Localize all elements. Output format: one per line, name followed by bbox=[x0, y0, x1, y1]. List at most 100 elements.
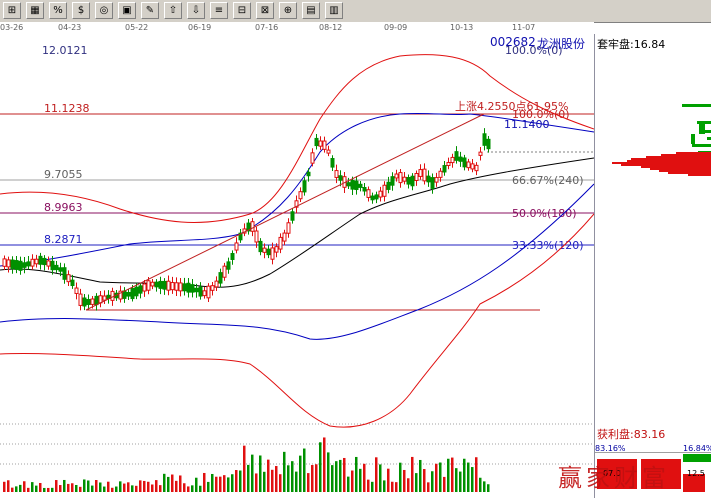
zoom-icon[interactable]: ⊕ bbox=[279, 2, 297, 19]
candle-body bbox=[134, 286, 139, 297]
candle-body bbox=[14, 260, 19, 270]
stock-code: 002682 bbox=[490, 35, 536, 49]
formula-icon[interactable]: ≡ bbox=[210, 2, 228, 19]
trapped-chip-bar bbox=[691, 134, 695, 144]
info-icon[interactable]: ▤ bbox=[302, 2, 320, 19]
date-label: 04-23 bbox=[58, 23, 82, 32]
candle-body bbox=[198, 286, 203, 297]
candle-body bbox=[430, 177, 435, 189]
date-label: 06-19 bbox=[188, 23, 212, 32]
volume-bar bbox=[151, 484, 154, 492]
trapped-chip-bar bbox=[704, 130, 711, 133]
profit-block bbox=[597, 459, 637, 489]
candle-body bbox=[94, 295, 99, 306]
volume-bar bbox=[183, 483, 186, 492]
volume-bar bbox=[47, 487, 50, 492]
candle-body bbox=[82, 297, 87, 307]
candle-body bbox=[178, 282, 183, 292]
volume-bar bbox=[395, 482, 398, 492]
candle-body bbox=[298, 191, 303, 200]
candle-body bbox=[326, 149, 331, 154]
volume-bar bbox=[471, 467, 474, 492]
candle-body bbox=[290, 211, 295, 221]
candle-body bbox=[218, 272, 223, 284]
trapped-chip-bar bbox=[692, 144, 711, 147]
volume-bar bbox=[39, 482, 42, 492]
gold-icon[interactable]: ◎ bbox=[95, 2, 113, 19]
chip-histogram bbox=[595, 104, 711, 492]
volume-bar bbox=[419, 459, 422, 492]
candle-body bbox=[414, 173, 419, 181]
volume-bar bbox=[315, 464, 318, 492]
volume-bar bbox=[167, 476, 170, 492]
dollar-icon[interactable]: $ bbox=[72, 2, 90, 19]
candle-body bbox=[250, 221, 255, 232]
history-icon[interactable]: ⊞ bbox=[3, 2, 21, 19]
volume-bar bbox=[239, 470, 242, 492]
candle-body bbox=[174, 282, 179, 291]
volume-bar bbox=[247, 464, 250, 492]
candle-body bbox=[402, 176, 407, 182]
trapped-chip-bar bbox=[707, 137, 711, 140]
candle-body bbox=[34, 258, 39, 265]
volume-bar bbox=[263, 471, 266, 492]
volume-bar bbox=[219, 476, 222, 492]
chip-distribution-panel[interactable]: 套牢盘:16.84 获利盘:83.16 83.16% 16.84% 07.0 1… bbox=[594, 34, 711, 498]
candle-body bbox=[234, 242, 239, 251]
fib-level-label: 33.33%(120) bbox=[512, 239, 584, 252]
candle-body bbox=[22, 262, 27, 268]
candle-body bbox=[466, 161, 471, 169]
volume-bar bbox=[195, 477, 198, 492]
financial-icon[interactable]: ▣ bbox=[118, 2, 136, 19]
candle-body bbox=[42, 257, 47, 266]
volume-bar bbox=[27, 487, 30, 492]
date-label: 11-07 bbox=[512, 23, 536, 32]
volume-bar bbox=[483, 481, 486, 492]
candle-body bbox=[350, 179, 355, 190]
volume-bar bbox=[231, 474, 234, 492]
down-arrow-icon[interactable]: ⇩ bbox=[187, 2, 205, 19]
volume-bar bbox=[11, 487, 14, 492]
volume-bar bbox=[459, 471, 462, 492]
profit-chip-label: 获利盘:83.16 bbox=[597, 428, 666, 441]
candle-body bbox=[10, 259, 15, 269]
volume-bar bbox=[363, 463, 366, 492]
candle-body bbox=[202, 290, 207, 297]
percent-icon[interactable]: % bbox=[49, 2, 67, 19]
ma-blue-line bbox=[0, 112, 594, 340]
candle-body bbox=[270, 247, 275, 260]
kline-icon[interactable]: ▦ bbox=[26, 2, 44, 19]
alert-icon[interactable]: ▥ bbox=[325, 2, 343, 19]
volume-bar bbox=[431, 471, 434, 492]
watermark-logo: 赢家财富 bbox=[558, 464, 670, 492]
volume-bar bbox=[479, 477, 482, 492]
mid-right-value: 12.5 bbox=[687, 469, 705, 478]
price-level-label: 11.1238 bbox=[44, 102, 90, 115]
volume-bar bbox=[143, 480, 146, 492]
draw-line-icon[interactable]: ✎ bbox=[141, 2, 159, 19]
candle-body bbox=[362, 186, 367, 192]
candle-body bbox=[142, 283, 147, 292]
candle-body bbox=[6, 259, 11, 268]
volume-bar bbox=[15, 486, 18, 492]
candle-body bbox=[338, 175, 343, 181]
candle-body bbox=[454, 151, 459, 161]
up-arrow-icon[interactable]: ⇧ bbox=[164, 2, 182, 19]
profit-chip-bar bbox=[612, 162, 711, 164]
candle-body bbox=[398, 172, 403, 184]
volume-bar bbox=[283, 451, 286, 492]
stock-name: 龙洲股份 bbox=[537, 37, 586, 51]
chart-type-icon[interactable]: ⊠ bbox=[256, 2, 274, 19]
volume-bar bbox=[131, 485, 134, 492]
candle-body bbox=[38, 255, 43, 265]
candle-body bbox=[226, 261, 231, 270]
volume-bar bbox=[215, 476, 218, 492]
volume-bar bbox=[191, 485, 194, 492]
volume-bar bbox=[235, 470, 238, 492]
lower-band-line bbox=[0, 213, 594, 428]
candle-body bbox=[330, 158, 335, 168]
kline-chart[interactable]: 12.0121 100.0%(0) 11.1238 100.0%(0) 9.7055 66… bbox=[0, 34, 594, 498]
indicator-icon[interactable]: ⊟ bbox=[233, 2, 251, 19]
volume-bar bbox=[31, 482, 34, 492]
date-label: 07-16 bbox=[255, 23, 279, 32]
